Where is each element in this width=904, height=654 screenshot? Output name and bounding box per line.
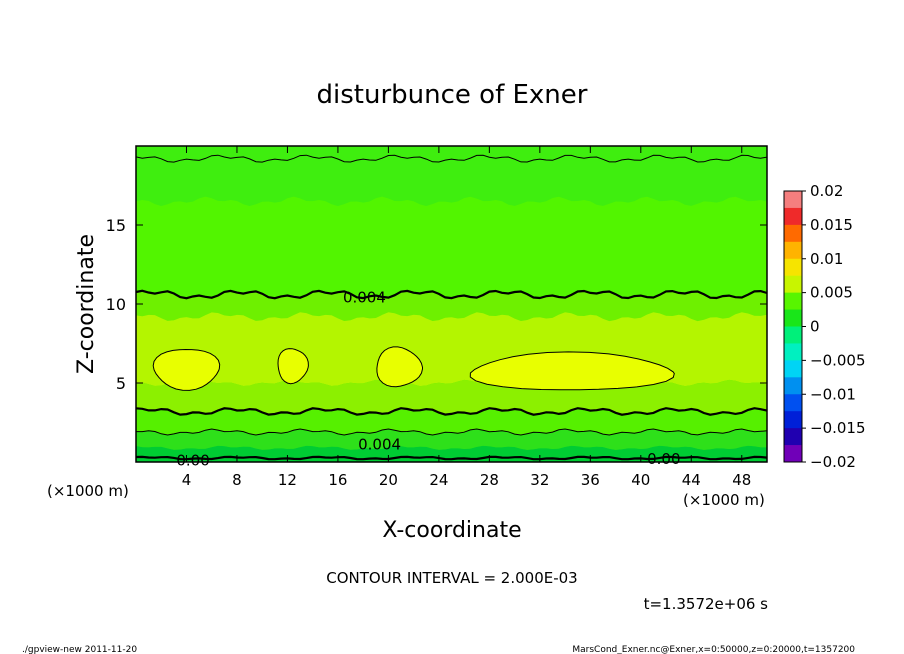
x-tick-label: 16	[328, 471, 347, 489]
x-tick-label: 24	[429, 471, 448, 489]
colorbar-segment	[784, 360, 802, 378]
contour-label: 0.004	[358, 436, 401, 454]
x-unit-label: (×1000 m)	[683, 491, 765, 509]
field-cell-4	[470, 351, 675, 390]
footer-left: ./gpview-new 2011-11-20	[22, 645, 137, 654]
colorbar-label: −0.015	[810, 419, 866, 437]
x-tick-label: 4	[182, 471, 192, 489]
contour-label: 0.00	[176, 451, 209, 469]
colorbar-label: −0.01	[810, 385, 856, 403]
contour-cell-4	[469, 351, 675, 391]
x-tick-label: 32	[530, 471, 549, 489]
contour-line-0.002	[136, 428, 768, 436]
x-axis-label: X-coordinate	[382, 518, 521, 543]
colorbar-segment	[784, 343, 802, 361]
colorbar-segment	[784, 411, 802, 429]
contour-label: 0.004	[343, 289, 386, 307]
colorbar-segment	[784, 292, 802, 311]
y-unit-label: (×1000 m)	[47, 482, 129, 500]
colorbar-label: −0.005	[810, 351, 866, 369]
colorbar-label: −0.02	[810, 453, 856, 471]
x-tick-label: 48	[732, 471, 751, 489]
y-tick-label: 15	[106, 216, 126, 235]
contour-lines: 0.004 0.004 0.00 0.00	[135, 154, 768, 469]
colorbar: 0.02 0.015 0.01 0.005 0 −0.005 −0.01 −0.015 −0.0…	[783, 182, 866, 471]
field-band-9	[136, 290, 767, 322]
colorbar-segment	[784, 309, 802, 327]
field-cell-3	[376, 346, 423, 387]
colorbar-label: 0.015	[810, 216, 853, 234]
contour-line-0.00	[135, 455, 768, 461]
y-axis-ticks: 5 10 15	[106, 216, 767, 393]
field-band-top	[136, 146, 767, 206]
colorbar-segment	[784, 445, 802, 463]
y-tick-label: 5	[116, 374, 126, 393]
colorbar-segment	[784, 377, 802, 395]
colorbar-label: 0.02	[810, 182, 843, 200]
chart-title: disturbunce of Exner	[317, 80, 588, 110]
contour-label: 0.00	[647, 450, 680, 468]
footer-right: MarsCond_Exner.nc@Exner,x=0:50000,z=0:20…	[572, 645, 855, 654]
colorbar-segment	[784, 394, 802, 412]
x-tick-label: 12	[278, 471, 297, 489]
colorbar-segment	[784, 275, 802, 294]
time-text: t=1.3572e+06 s	[644, 595, 769, 613]
contour-cell-1	[152, 348, 221, 391]
x-tick-label: 40	[631, 471, 650, 489]
plot-area: 0.004 0.004 0.00 0.00	[135, 145, 768, 469]
colorbar-segment	[784, 258, 802, 277]
x-tick-label: 44	[682, 471, 701, 489]
contour-cell-3	[376, 346, 423, 388]
contour-interval-text: CONTOUR INTERVAL = 2.000E-03	[326, 569, 577, 587]
contour-line-0.004-upper	[135, 289, 768, 300]
contour-cell-2	[277, 348, 309, 385]
contour-line-top	[135, 154, 768, 163]
y-axis-label: Z-coordinate	[74, 234, 99, 374]
x-axis-ticks: 4 8 12 16 20 24 28 32 36 40 44 48	[182, 146, 751, 489]
colorbar-segment	[784, 207, 802, 226]
colorbar-label: 0	[810, 318, 820, 336]
colorbar-label: 0.005	[810, 284, 853, 302]
x-tick-label: 36	[581, 471, 600, 489]
colorbar-segment	[784, 241, 802, 260]
y-tick-label: 10	[106, 295, 126, 314]
field-band-1-2	[136, 429, 767, 450]
x-tick-label: 8	[232, 471, 242, 489]
field-cell-1	[153, 349, 220, 391]
x-tick-label: 28	[480, 471, 499, 489]
colorbar-segment	[784, 191, 802, 209]
field-cell-2	[278, 348, 309, 384]
colorbar-segment	[784, 224, 802, 243]
colorbar-segment	[784, 326, 802, 344]
x-tick-label: 20	[379, 471, 398, 489]
contour-line-0.004-lower	[135, 407, 768, 416]
colorbar-segment	[784, 428, 802, 446]
colorbar-label: 0.01	[810, 250, 843, 268]
